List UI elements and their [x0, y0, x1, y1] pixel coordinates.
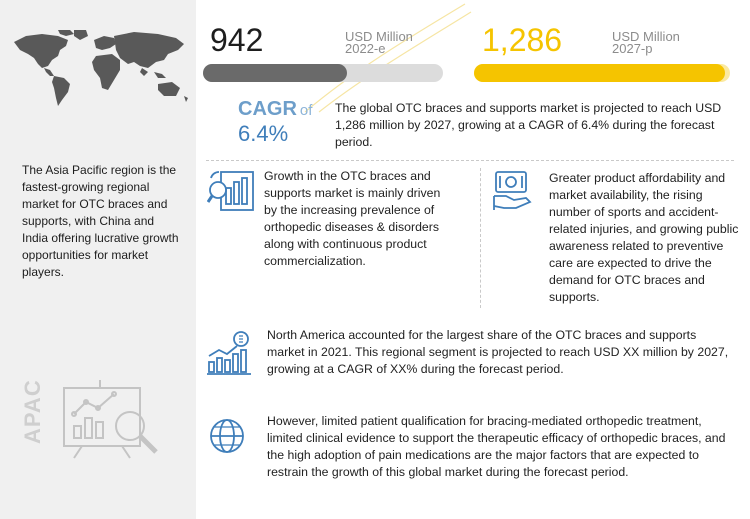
affordability-driver-text: Greater product affordability and market… — [549, 171, 739, 304]
current-market-bar — [203, 64, 443, 82]
globe-icon — [210, 419, 244, 453]
projected-market-unit: USD Million — [612, 29, 680, 44]
projected-market-bar — [474, 64, 730, 82]
column-divider — [480, 168, 481, 308]
decorative-swoosh — [304, 3, 472, 113]
growth-driver-text: Growth in the OTC braces and supports ma… — [264, 169, 441, 268]
north-america-text: North America accounted for the largest … — [267, 328, 729, 376]
projected-market-year: 2027-p — [612, 41, 653, 56]
apac-sidebar: The Asia Pacific region is the fastest-g… — [0, 0, 196, 519]
section-divider — [206, 160, 734, 161]
growth-bar-chart-icon — [207, 331, 251, 375]
current-market-year: 2022-e — [345, 41, 386, 56]
projected-market-value: 1,286 — [482, 22, 563, 58]
apac-vertical-label: APAC — [20, 379, 45, 444]
cagr-value: 6.4% — [238, 121, 289, 146]
restraints-text: However, limited patient qualification f… — [267, 414, 726, 479]
current-market-unit: USD Million — [345, 29, 413, 44]
current-market-value: 942 — [210, 22, 264, 58]
market-summary: The global OTC braces and supports marke… — [335, 101, 722, 149]
money-hand-icon — [493, 171, 532, 210]
current-market-bar-fill — [203, 64, 347, 82]
presentation-board-icon — [63, 380, 158, 459]
cagr-label: CAGR of — [238, 98, 313, 120]
analytics-chart-icon — [207, 171, 254, 211]
cagr-of: of — [299, 102, 313, 119]
projected-market-bar-fill — [474, 64, 725, 82]
world-map-icon — [14, 30, 188, 106]
apac-description: The Asia Pacific region is the fastest-g… — [22, 163, 179, 279]
